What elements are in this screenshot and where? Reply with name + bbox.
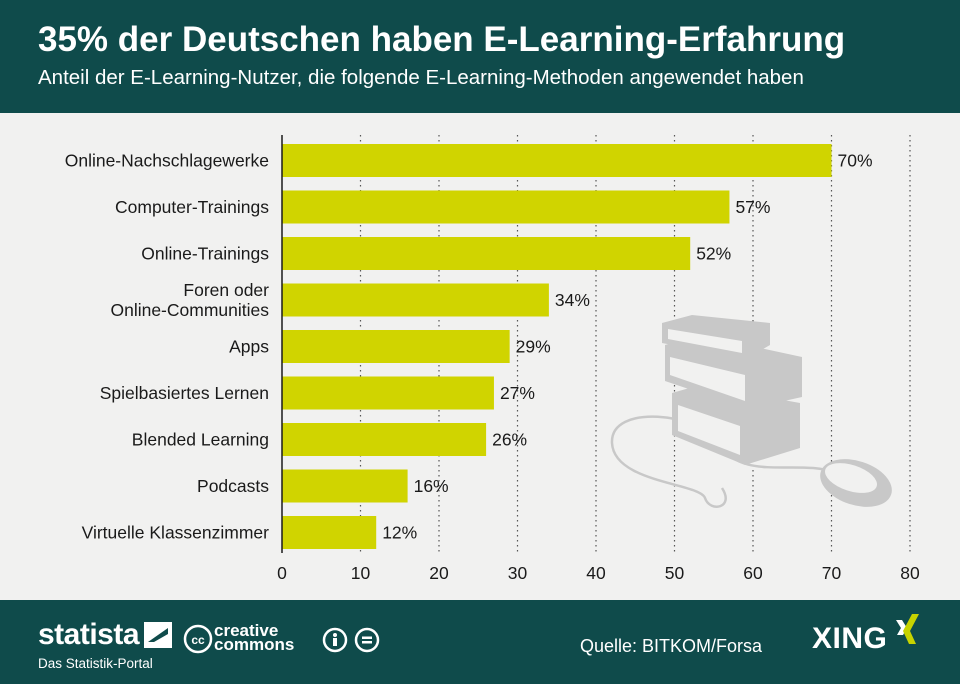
statista-logo[interactable]: statista — [38, 618, 140, 651]
value-label: 52% — [696, 244, 731, 264]
value-label: 16% — [414, 476, 449, 496]
category-label: Virtuelle Klassenzimmer — [82, 523, 270, 543]
svg-text:cc: cc — [191, 633, 205, 647]
bar — [282, 330, 510, 363]
attribution-icon — [322, 627, 348, 653]
statista-tagline: Das Statistik-Portal — [38, 656, 153, 671]
x-tick-label: 70 — [822, 563, 842, 583]
xing-logo-icon — [896, 614, 919, 644]
creative-commons-icon: cc — [183, 624, 213, 654]
category-label: Online-Nachschlagewerke — [65, 151, 269, 171]
chart-title: 35% der Deutschen haben E-Learning-Erfah… — [38, 20, 846, 59]
xing-logo[interactable]: XING — [812, 622, 888, 655]
value-label: 29% — [516, 337, 551, 357]
value-label: 27% — [500, 383, 535, 403]
bar — [282, 283, 549, 317]
creative-commons-line2: commons — [214, 635, 295, 654]
bar-chart: Online-Nachschlagewerke Computer-Training… — [65, 135, 920, 583]
value-labels: 70% 57% 52% 34% 29% 27% 26% 16% 12% — [382, 151, 872, 543]
x-tick-label: 50 — [665, 563, 685, 583]
no-derivatives-icon — [354, 627, 380, 653]
category-label: Foren oder Online-Communities — [110, 280, 269, 320]
x-tick-label: 40 — [586, 563, 606, 583]
bar — [282, 237, 691, 270]
bar — [282, 376, 494, 410]
x-tick-label: 60 — [743, 563, 763, 583]
x-tick-label: 20 — [429, 563, 449, 583]
bar — [282, 423, 487, 456]
bar — [282, 144, 832, 177]
category-label: Apps — [229, 337, 269, 357]
value-label: 34% — [555, 290, 590, 310]
x-tick-label: 0 — [277, 563, 287, 583]
chart-subtitle: Anteil der E-Learning-Nutzer, die folgen… — [38, 66, 804, 89]
bar — [282, 516, 377, 549]
value-label: 26% — [492, 430, 527, 450]
x-axis-ticks: 0 10 20 30 40 50 60 70 80 — [277, 563, 920, 583]
books-and-mouse-icon — [610, 315, 892, 508]
chart-area: Online-Nachschlagewerke Computer-Training… — [0, 113, 960, 600]
category-label: Blended Learning — [132, 430, 269, 450]
value-label: 57% — [735, 197, 770, 217]
value-label: 12% — [382, 523, 417, 543]
bars — [282, 144, 832, 549]
category-label: Computer-Trainings — [115, 197, 269, 217]
value-label: 70% — [838, 151, 873, 171]
header-banner: 35% der Deutschen haben E-Learning-Erfah… — [0, 0, 960, 113]
bar — [282, 469, 408, 503]
creative-commons-label[interactable]: creative commons — [214, 621, 295, 654]
creative-commons-line1: creative — [214, 621, 279, 640]
footer-banner: statista Das Statistik-Portal cc creativ… — [0, 600, 960, 684]
category-label: Podcasts — [197, 476, 269, 496]
category-labels: Online-Nachschlagewerke Computer-Training… — [65, 151, 270, 543]
statista-logo-icon — [144, 622, 172, 648]
bar — [282, 190, 730, 224]
x-tick-label: 30 — [508, 563, 528, 583]
source-note: Quelle: BITKOM/Forsa — [580, 636, 763, 656]
category-label: Online-Trainings — [141, 244, 269, 264]
category-label: Spielbasiertes Lernen — [100, 383, 269, 403]
x-tick-label: 10 — [351, 563, 371, 583]
x-tick-label: 80 — [900, 563, 920, 583]
